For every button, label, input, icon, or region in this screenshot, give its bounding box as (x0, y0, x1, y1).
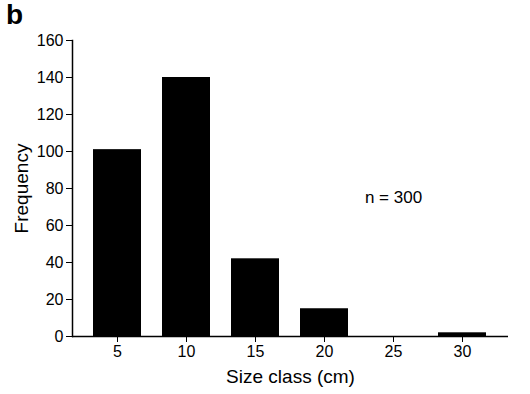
svg-text:20: 20 (46, 291, 64, 308)
svg-text:Frequency: Frequency (11, 143, 32, 233)
svg-text:20: 20 (316, 343, 334, 360)
svg-text:160: 160 (37, 32, 64, 49)
svg-text:5: 5 (113, 343, 122, 360)
svg-text:25: 25 (385, 343, 403, 360)
svg-text:30: 30 (454, 343, 472, 360)
svg-text:60: 60 (46, 217, 64, 234)
svg-text:120: 120 (37, 106, 64, 123)
svg-text:n = 300: n = 300 (365, 188, 422, 207)
svg-text:100: 100 (37, 143, 64, 160)
svg-text:15: 15 (247, 343, 265, 360)
svg-text:0: 0 (55, 328, 64, 345)
svg-text:140: 140 (37, 69, 64, 86)
html-text:b: b (6, 0, 24, 30)
svg-text:10: 10 (178, 343, 196, 360)
svg-text:80: 80 (46, 180, 64, 197)
svg-text:40: 40 (46, 254, 64, 271)
svg-text:Size class (cm): Size class (cm) (226, 366, 355, 387)
